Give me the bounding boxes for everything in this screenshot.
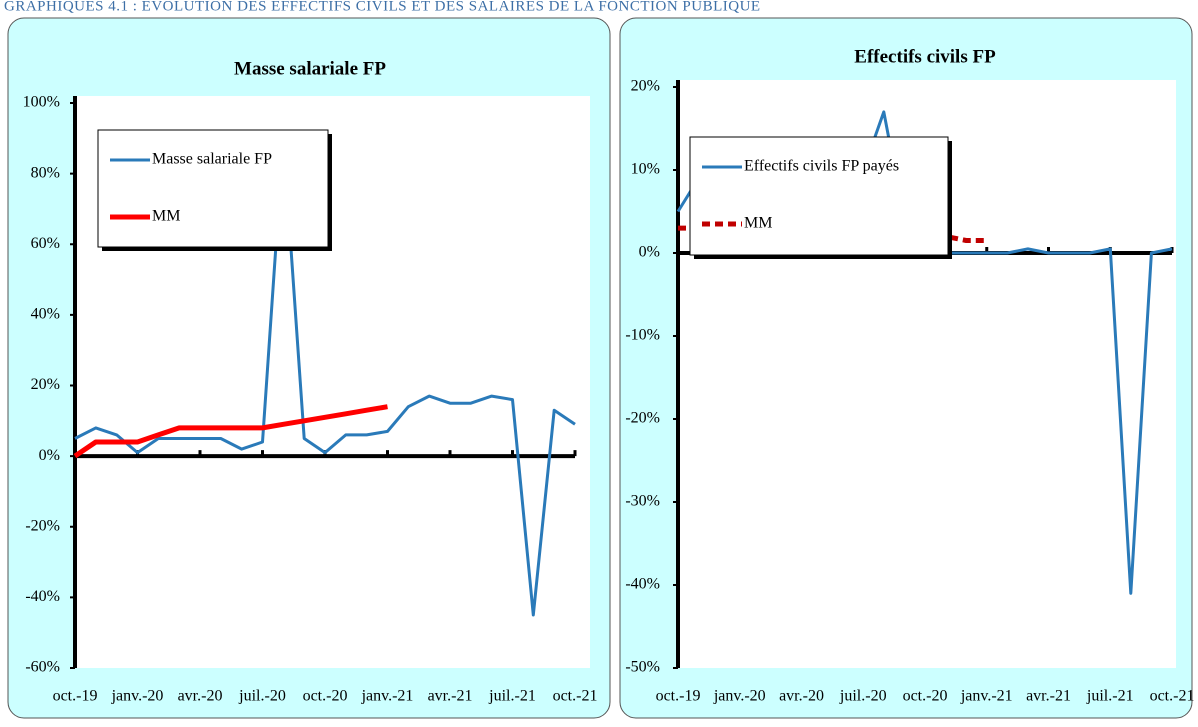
y-tick-label: -40%: [625, 576, 660, 593]
x-tick-label: oct.-19: [53, 688, 98, 705]
x-tick-label: avr.-20: [779, 688, 824, 705]
x-tick-label: juil.-20: [238, 688, 286, 705]
x-tick-label: oct.-20: [903, 688, 948, 705]
y-tick-label: 20%: [31, 376, 60, 393]
y-tick-label: 40%: [31, 306, 60, 323]
legend-label: MM: [152, 208, 180, 225]
y-tick-label: -20%: [625, 410, 660, 427]
y-tick-label: -50%: [625, 659, 660, 676]
y-tick-label: 20%: [631, 78, 660, 95]
y-tick-label: -20%: [25, 517, 60, 534]
legend-label: Masse salariale FP: [152, 151, 272, 168]
y-tick-label: 80%: [31, 164, 60, 181]
x-tick-label: janv.-21: [960, 688, 1013, 705]
x-tick-label: janv.-20: [111, 688, 164, 705]
legend-label: Effectifs civils FP payés: [744, 158, 899, 175]
y-tick-label: 60%: [31, 235, 60, 252]
series-line: [74, 136, 576, 617]
x-tick-label: janv.-20: [713, 688, 766, 705]
x-tick-label: oct.-19: [656, 688, 701, 705]
y-tick-label: -60%: [25, 659, 60, 676]
y-tick-label: -40%: [25, 588, 60, 605]
x-tick-label: juil.-21: [1086, 688, 1134, 705]
x-tick-label: oct.-21: [1150, 688, 1195, 705]
series-line: [73, 404, 388, 459]
x-tick-label: avr.-21: [428, 688, 473, 705]
y-tick-label: -30%: [625, 493, 660, 510]
y-tick-label: 100%: [23, 94, 60, 111]
chart-title: Effectifs civils FP: [854, 46, 996, 67]
x-tick-label: oct.-20: [303, 688, 348, 705]
x-tick-label: janv.-21: [361, 688, 414, 705]
page-title: GRAPHIQUES 4.1 : ÉVOLUTION DES EFFECTIFS…: [4, 0, 761, 14]
chart-title: Masse salariale FP: [234, 58, 386, 79]
x-tick-label: juil.-20: [839, 688, 887, 705]
y-tick-label: -10%: [625, 327, 660, 344]
x-tick-label: avr.-20: [178, 688, 223, 705]
legend: [97, 129, 329, 248]
y-tick-label: 0%: [39, 447, 60, 464]
legend-label: MM: [744, 215, 772, 232]
x-tick-label: avr.-21: [1026, 688, 1071, 705]
legend: [689, 136, 949, 256]
x-tick-label: juil.-21: [488, 688, 536, 705]
x-tick-label: oct.-21: [553, 688, 598, 705]
y-tick-label: 10%: [631, 161, 660, 178]
y-tick-label: 0%: [639, 244, 660, 261]
